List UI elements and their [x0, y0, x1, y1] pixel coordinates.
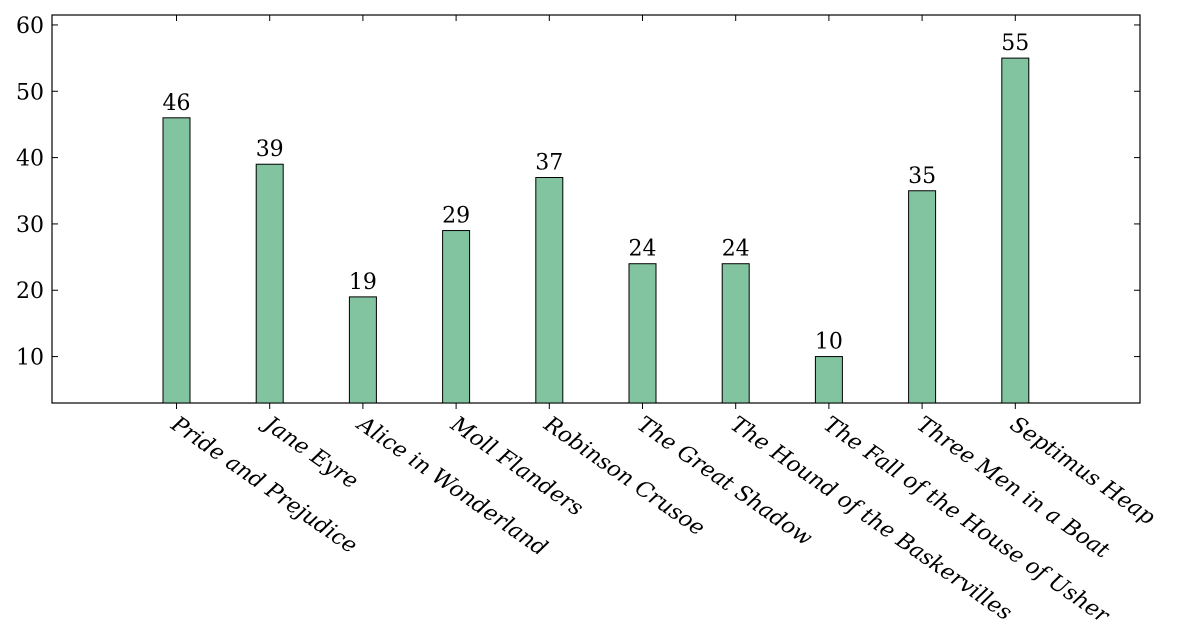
- bar: [1001, 57, 1030, 404]
- bar: [908, 190, 937, 404]
- plot-area-frame: [51, 14, 1141, 404]
- y-tick-label: 20: [16, 279, 44, 304]
- data-label: 29: [442, 204, 470, 229]
- y-tick-label: 60: [16, 14, 44, 39]
- y-tick-label: 40: [16, 147, 44, 172]
- data-label: 55: [1001, 31, 1029, 56]
- data-label: 24: [722, 237, 750, 262]
- x-category-label: The Great Shadow: [632, 412, 816, 552]
- bar: [814, 356, 843, 404]
- y-axis: 10 20 30 40 50 60: [16, 14, 1140, 371]
- data-label: 10: [815, 330, 843, 355]
- bar: [721, 263, 750, 404]
- data-label: 24: [629, 237, 657, 262]
- bar: [348, 296, 377, 404]
- bar: [442, 230, 471, 404]
- y-tick-label: 30: [16, 213, 44, 238]
- bar: [628, 263, 657, 404]
- bars: 46 39 19 29 37 24 24 10 35 55: [162, 31, 1030, 404]
- y-tick-label: 10: [16, 346, 44, 371]
- data-label: 19: [349, 270, 377, 295]
- bar: [255, 163, 284, 404]
- bar: [162, 117, 191, 404]
- data-label: 46: [163, 91, 191, 116]
- y-tick-label: 50: [16, 80, 44, 105]
- data-label: 39: [256, 137, 284, 162]
- bar: [535, 176, 564, 404]
- data-label: 37: [535, 150, 563, 175]
- x-category-label: Robinson Crusoe: [538, 411, 709, 541]
- data-label: 35: [908, 164, 936, 189]
